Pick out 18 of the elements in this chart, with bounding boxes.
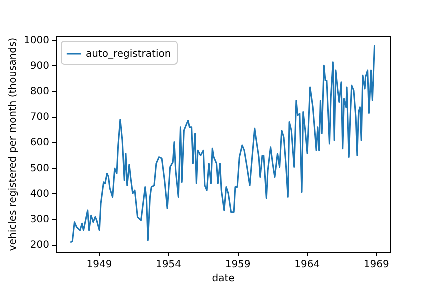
x-tick-label: 1959 xyxy=(225,260,251,270)
y-tick-label: 600 xyxy=(30,138,50,149)
y-tick-label: 200 xyxy=(30,240,50,252)
legend-label: auto_registration xyxy=(86,49,172,60)
y-tick-label: 700 xyxy=(30,112,50,124)
line-series xyxy=(70,44,376,244)
y-axis-title: vehicles registered per month (thousands) xyxy=(8,38,20,252)
x-tick-label: 1949 xyxy=(86,260,112,270)
y-tick-label: 800 xyxy=(30,86,50,98)
y-tick-label: 300 xyxy=(30,214,50,226)
x-axis-title: date xyxy=(212,274,235,284)
y-tick-label: 400 xyxy=(30,188,50,200)
x-tick-label: 1969 xyxy=(364,260,390,270)
y-tick-label: 500 xyxy=(30,163,50,174)
x-tick-label: 1964 xyxy=(294,260,320,270)
y-tick-label: 1000 xyxy=(24,35,50,46)
y-tick-label: 900 xyxy=(30,60,50,72)
x-tick-label: 1954 xyxy=(156,260,182,270)
